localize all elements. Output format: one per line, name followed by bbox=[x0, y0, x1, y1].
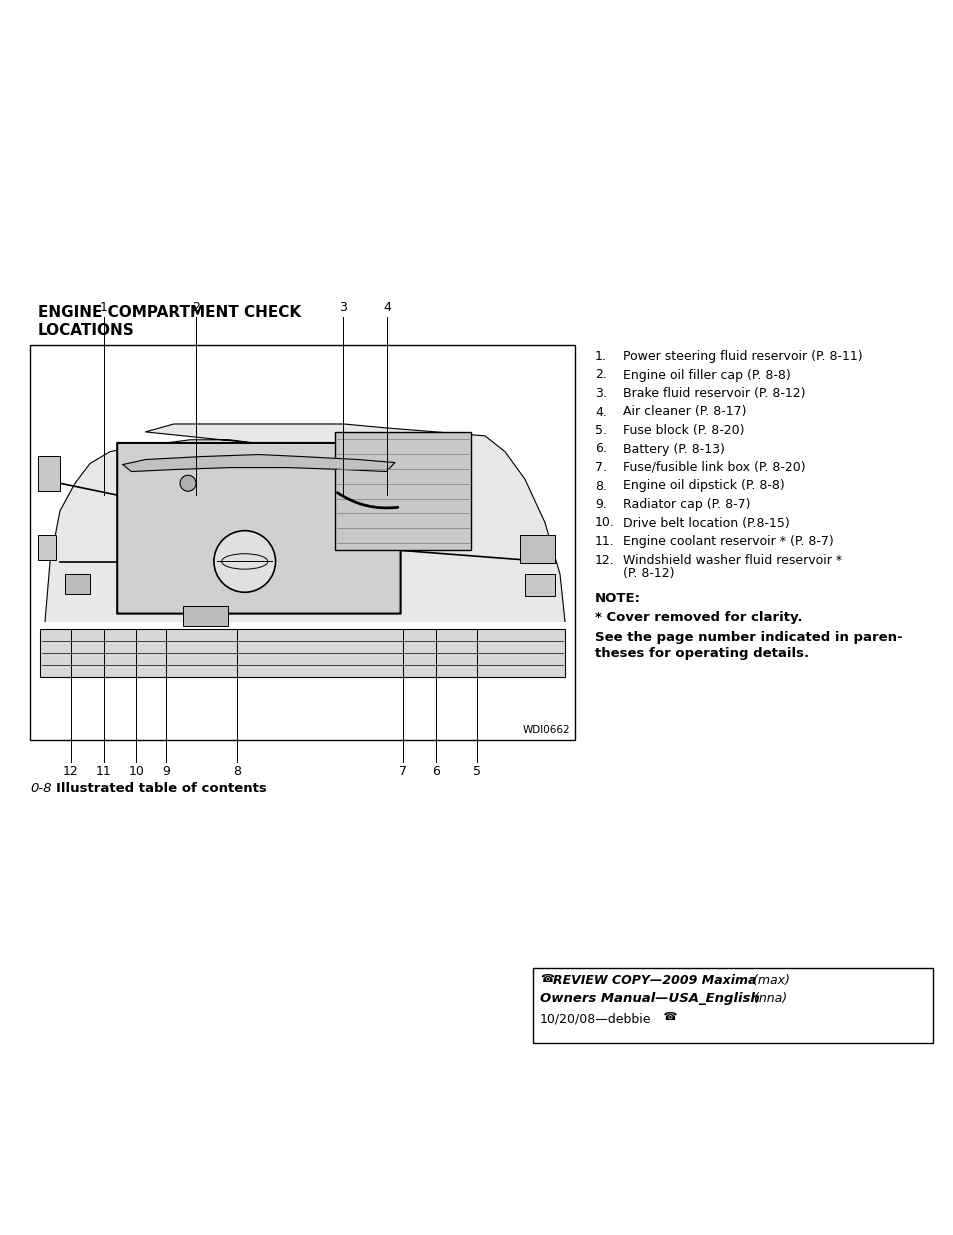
Bar bbox=[38, 456, 60, 490]
Bar bbox=[182, 605, 228, 626]
Text: Radiator cap (P. 8-7): Radiator cap (P. 8-7) bbox=[622, 498, 750, 511]
Text: Illustrated table of contents: Illustrated table of contents bbox=[56, 782, 267, 795]
Text: ENGINE COMPARTMENT CHECK: ENGINE COMPARTMENT CHECK bbox=[38, 305, 301, 320]
Text: 1.: 1. bbox=[595, 350, 606, 363]
Text: (P. 8-12): (P. 8-12) bbox=[622, 568, 674, 580]
Text: 8.: 8. bbox=[595, 479, 606, 493]
Text: Battery (P. 8-13): Battery (P. 8-13) bbox=[622, 442, 724, 456]
Text: 3.: 3. bbox=[595, 387, 606, 400]
Text: 3: 3 bbox=[339, 301, 347, 314]
Text: Drive belt location (P.8-15): Drive belt location (P.8-15) bbox=[622, 516, 789, 530]
Text: 12: 12 bbox=[63, 764, 79, 778]
Bar bbox=[519, 535, 555, 563]
Text: Fuse block (P. 8-20): Fuse block (P. 8-20) bbox=[622, 424, 743, 437]
Text: LOCATIONS: LOCATIONS bbox=[38, 324, 134, 338]
Circle shape bbox=[180, 475, 196, 492]
Bar bbox=[38, 535, 56, 559]
Text: WDI0662: WDI0662 bbox=[522, 725, 569, 735]
Text: 1: 1 bbox=[99, 301, 108, 314]
Polygon shape bbox=[123, 454, 395, 472]
Text: REVIEW COPY—2009 Maxima: REVIEW COPY—2009 Maxima bbox=[553, 974, 756, 987]
Text: Engine oil filler cap (P. 8-8): Engine oil filler cap (P. 8-8) bbox=[622, 368, 790, 382]
Text: Windshield washer fluid reservoir *: Windshield washer fluid reservoir * bbox=[622, 553, 841, 567]
Polygon shape bbox=[45, 424, 564, 621]
Text: Engine oil dipstick (P. 8-8): Engine oil dipstick (P. 8-8) bbox=[622, 479, 784, 493]
Text: 11: 11 bbox=[95, 764, 112, 778]
Text: Brake fluid reservoir (P. 8-12): Brake fluid reservoir (P. 8-12) bbox=[622, 387, 804, 400]
Text: 0-8: 0-8 bbox=[30, 782, 51, 795]
Text: 5: 5 bbox=[473, 764, 480, 778]
Text: 2: 2 bbox=[193, 301, 200, 314]
Text: 11.: 11. bbox=[595, 535, 614, 548]
Bar bbox=[65, 574, 90, 594]
Text: ☎: ☎ bbox=[539, 974, 554, 984]
Text: 7: 7 bbox=[399, 764, 407, 778]
Text: NOTE:: NOTE: bbox=[595, 592, 640, 604]
Text: ☎: ☎ bbox=[659, 1011, 677, 1023]
Text: Fuse/fusible link box (P. 8-20): Fuse/fusible link box (P. 8-20) bbox=[622, 461, 804, 474]
Bar bbox=[40, 630, 564, 677]
Text: * Cover removed for clarity.: * Cover removed for clarity. bbox=[595, 611, 801, 625]
Text: Power steering fluid reservoir (P. 8-11): Power steering fluid reservoir (P. 8-11) bbox=[622, 350, 862, 363]
Text: 10: 10 bbox=[129, 764, 144, 778]
Text: 6.: 6. bbox=[595, 442, 606, 456]
Text: 8: 8 bbox=[233, 764, 241, 778]
Text: 9: 9 bbox=[162, 764, 170, 778]
Text: (nna): (nna) bbox=[749, 992, 786, 1005]
Bar bbox=[30, 345, 575, 740]
Text: 10.: 10. bbox=[595, 516, 615, 530]
Text: 12.: 12. bbox=[595, 553, 614, 567]
Text: 5.: 5. bbox=[595, 424, 606, 437]
Text: See the page number indicated in paren-: See the page number indicated in paren- bbox=[595, 631, 902, 645]
Text: Air cleaner (P. 8-17): Air cleaner (P. 8-17) bbox=[622, 405, 745, 419]
Text: 4.: 4. bbox=[595, 405, 606, 419]
FancyBboxPatch shape bbox=[117, 443, 400, 614]
Text: 4: 4 bbox=[383, 301, 391, 314]
Bar bbox=[335, 432, 471, 551]
Bar bbox=[533, 968, 932, 1044]
Circle shape bbox=[213, 531, 275, 593]
Text: 6: 6 bbox=[432, 764, 439, 778]
Text: 9.: 9. bbox=[595, 498, 606, 511]
Text: (max): (max) bbox=[748, 974, 789, 987]
Text: 10/20/08—debbie: 10/20/08—debbie bbox=[539, 1011, 651, 1025]
Text: Engine coolant reservoir * (P. 8-7): Engine coolant reservoir * (P. 8-7) bbox=[622, 535, 833, 548]
Text: theses for operating details.: theses for operating details. bbox=[595, 646, 808, 659]
Text: Owners Manual—USA_English: Owners Manual—USA_English bbox=[539, 992, 759, 1005]
Text: 2.: 2. bbox=[595, 368, 606, 382]
Text: 7.: 7. bbox=[595, 461, 606, 474]
Bar bbox=[524, 574, 555, 597]
